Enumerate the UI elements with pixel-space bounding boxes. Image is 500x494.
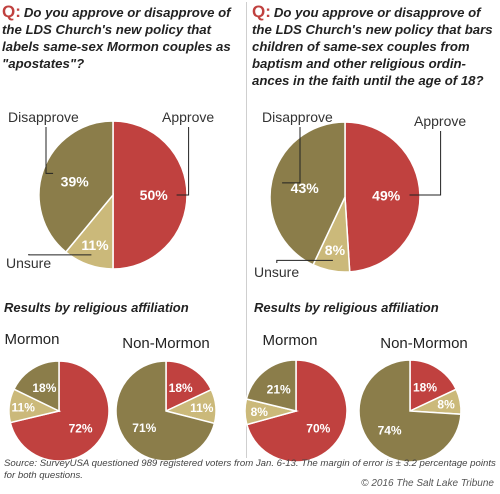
pie-value-label: 21% — [267, 382, 291, 396]
pie-chart-5: 70% 8% 21% Mormon — [244, 332, 348, 463]
pie-value-label: 18% — [413, 381, 437, 395]
pie-value-label: 74% — [378, 424, 402, 438]
pie-value-label: 18% — [32, 381, 56, 395]
pie-slice-disapprove — [12, 360, 60, 413]
leader-line — [409, 131, 442, 196]
subhead-right: Results by religious affiliation — [254, 300, 439, 315]
source-note: Source: SurveyUSA questioned 989 registe… — [4, 458, 496, 481]
pie-value-label: 39% — [61, 173, 90, 189]
pie-chart-1: 50% 11% 39% Approve Unsure Disapprove — [6, 109, 214, 271]
pie-category-label: Approve — [162, 109, 214, 125]
leader-line — [282, 127, 301, 184]
pie-slice-disapprove — [269, 121, 346, 266]
pie-slice-approve — [409, 359, 458, 413]
pie-chart-2: 49% 8% 43% Approve Unsure Disapprove — [254, 109, 466, 280]
question-right: Q: Do you approve or disapprove of the LD… — [252, 3, 497, 89]
leader-line — [276, 259, 333, 263]
question-marker-right: Q: — [252, 2, 271, 21]
question-text-left: Do you approve or disapprove of the LDS … — [2, 5, 231, 71]
pie-chart-title: Mormon — [4, 331, 59, 348]
subhead-left: Results by religious affiliation — [4, 300, 189, 315]
pie-slice-approve — [165, 360, 213, 413]
pie-category-label: Disapprove — [262, 109, 333, 125]
leader-line — [45, 127, 54, 174]
pie-value-label: 72% — [69, 421, 93, 435]
pie-value-label: 70% — [306, 421, 330, 435]
pie-value-label: 18% — [169, 381, 193, 395]
pie-slice-disapprove — [245, 359, 297, 412]
pie-slice-disapprove — [358, 359, 462, 463]
pie-slice-disapprove — [38, 120, 114, 254]
pie-value-label: 8% — [325, 242, 346, 258]
pie-category-label: Unsure — [254, 264, 299, 280]
pie-category-label: Disapprove — [8, 109, 79, 125]
leader-line — [28, 254, 92, 256]
pie-value-label: 50% — [140, 187, 169, 203]
pie-chart-4: 18% 11% 71% Non-Mormon — [115, 335, 217, 462]
question-text-right: Do you approve or disapprove of the LDS … — [252, 5, 493, 88]
pie-chart-title: Mormon — [262, 332, 317, 349]
pie-value-label: 11% — [12, 400, 36, 414]
pie-chart-title: Non-Mormon — [380, 335, 468, 352]
pie-value-label: 8% — [437, 397, 455, 411]
column-divider — [246, 2, 247, 458]
pie-chart-title: Non-Mormon — [122, 335, 210, 352]
pie-value-label: 8% — [251, 405, 269, 419]
pie-chart-3: 72% 11% 18% Mormon — [4, 331, 110, 462]
question-marker-left: Q: — [2, 2, 21, 21]
pie-value-label: 11% — [81, 237, 109, 253]
pie-value-label: 11% — [190, 401, 214, 415]
pie-value-label: 43% — [291, 180, 320, 196]
copyright-credit: © 2016 The Salt Lake Tribune — [361, 478, 494, 489]
pie-slice-disapprove — [115, 360, 216, 462]
pie-value-label: 49% — [372, 188, 401, 204]
pie-category-label: Unsure — [6, 255, 51, 271]
question-left: Q: Do you approve or disapprove of the LD… — [2, 3, 242, 72]
pie-category-label: Approve — [414, 113, 466, 129]
pie-value-label: 71% — [132, 421, 156, 435]
leader-line — [176, 127, 190, 196]
pie-chart-6: 18%8% 74% Non-Mormon — [358, 335, 468, 463]
